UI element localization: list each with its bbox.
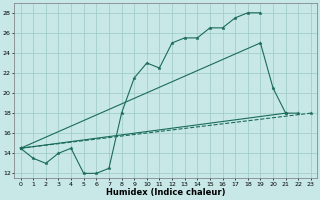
X-axis label: Humidex (Indice chaleur): Humidex (Indice chaleur) [106, 188, 226, 197]
